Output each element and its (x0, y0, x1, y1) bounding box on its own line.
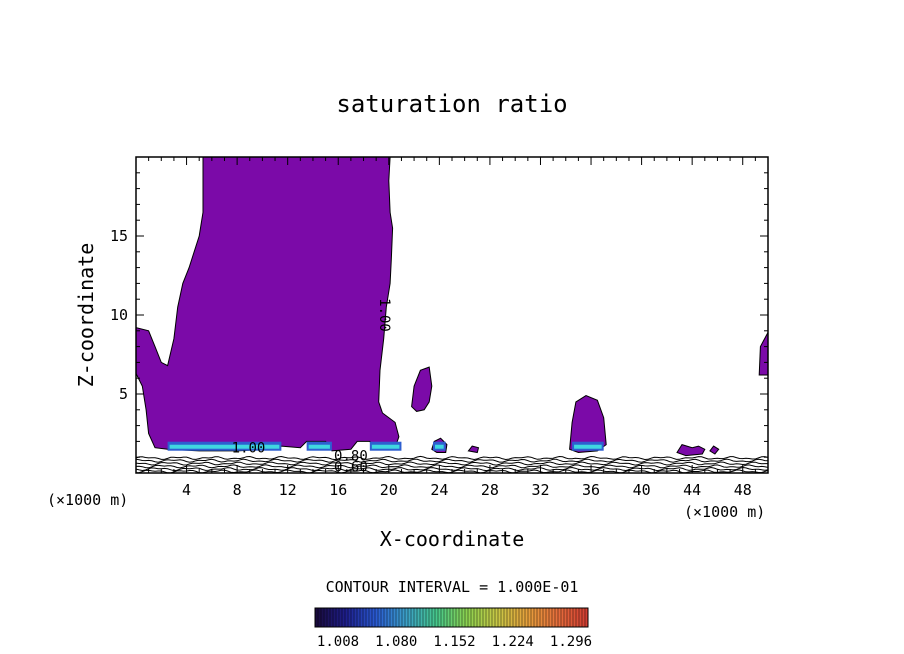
y-tick-label: 5 (119, 385, 128, 403)
contour-interval-text: CONTOUR INTERVAL = 1.000E-01 (326, 578, 579, 596)
colorbar-label: 1.080 (375, 634, 417, 650)
band-inner-2 (371, 444, 400, 449)
x-tick-label: 16 (329, 481, 347, 499)
colorbar-stripes (317, 608, 586, 627)
chart-title: saturation ratio (336, 90, 567, 118)
region-cell-27 (467, 445, 480, 454)
low-contour-0 (136, 455, 768, 461)
low-contour-3 (136, 464, 768, 469)
low-contour-2 (136, 461, 768, 466)
x-tick-label: 32 (531, 481, 549, 499)
low-contour-1 (136, 458, 768, 463)
x-unit-left: (×1000 m) (47, 491, 128, 509)
colorbar-label: 1.152 (433, 634, 475, 650)
contour-label: 0.80 (334, 448, 368, 464)
region-edge-49 (758, 332, 768, 376)
y-axis-ticks: 5 10 15 (110, 172, 768, 458)
x-unit-right: (×1000 m) (684, 503, 765, 521)
x-tick-label: 4 (182, 481, 191, 499)
region-main-cloud (136, 157, 400, 452)
x-axis-label: X-coordinate (380, 527, 525, 551)
x-axis-ticks: 4 8 12 16 20 24 28 32 36 40 44 48 (148, 157, 756, 499)
high-saturation-bands (167, 441, 604, 451)
band-inner-0 (169, 444, 280, 449)
y-axis-label: Z-coordinate (74, 243, 98, 388)
x-tick-label: 40 (633, 481, 651, 499)
contour-label: 1.00 (232, 441, 266, 457)
colorbar-labels: 1.008 1.080 1.152 1.224 1.296 (317, 634, 592, 650)
x-tick-label: 8 (233, 481, 242, 499)
region-cell-45 (709, 445, 720, 455)
contour-label: 1.00 (376, 298, 392, 332)
x-tick-label: 28 (481, 481, 499, 499)
x-tick-label: 44 (683, 481, 701, 499)
region-cell-43 (676, 444, 706, 457)
region-cell-23 (411, 366, 433, 412)
contour-label: 0.60 (334, 459, 368, 475)
y-tick-label: 10 (110, 306, 128, 324)
plot-area (136, 157, 768, 473)
x-tick-label: 24 (430, 481, 448, 499)
colorbar-gradient (314, 607, 589, 628)
band-inner-3 (435, 444, 444, 449)
colorbar-label: 1.008 (317, 634, 359, 650)
contour-labels: 1.00 1.00 0.800.60 (232, 298, 392, 475)
y-tick-label: 15 (110, 227, 128, 245)
band-inner-4 (574, 444, 602, 449)
colorbar: 1.008 1.080 1.152 1.224 1.296 (314, 607, 592, 650)
cloud-regions (136, 157, 768, 457)
x-tick-label: 12 (279, 481, 297, 499)
region-cell-36 (569, 395, 607, 454)
x-tick-label: 48 (734, 481, 752, 499)
colorbar-label: 1.296 (550, 634, 592, 650)
x-tick-label: 36 (582, 481, 600, 499)
colorbar-label: 1.224 (492, 634, 534, 650)
x-tick-label: 20 (380, 481, 398, 499)
band-inner-1 (308, 444, 330, 449)
